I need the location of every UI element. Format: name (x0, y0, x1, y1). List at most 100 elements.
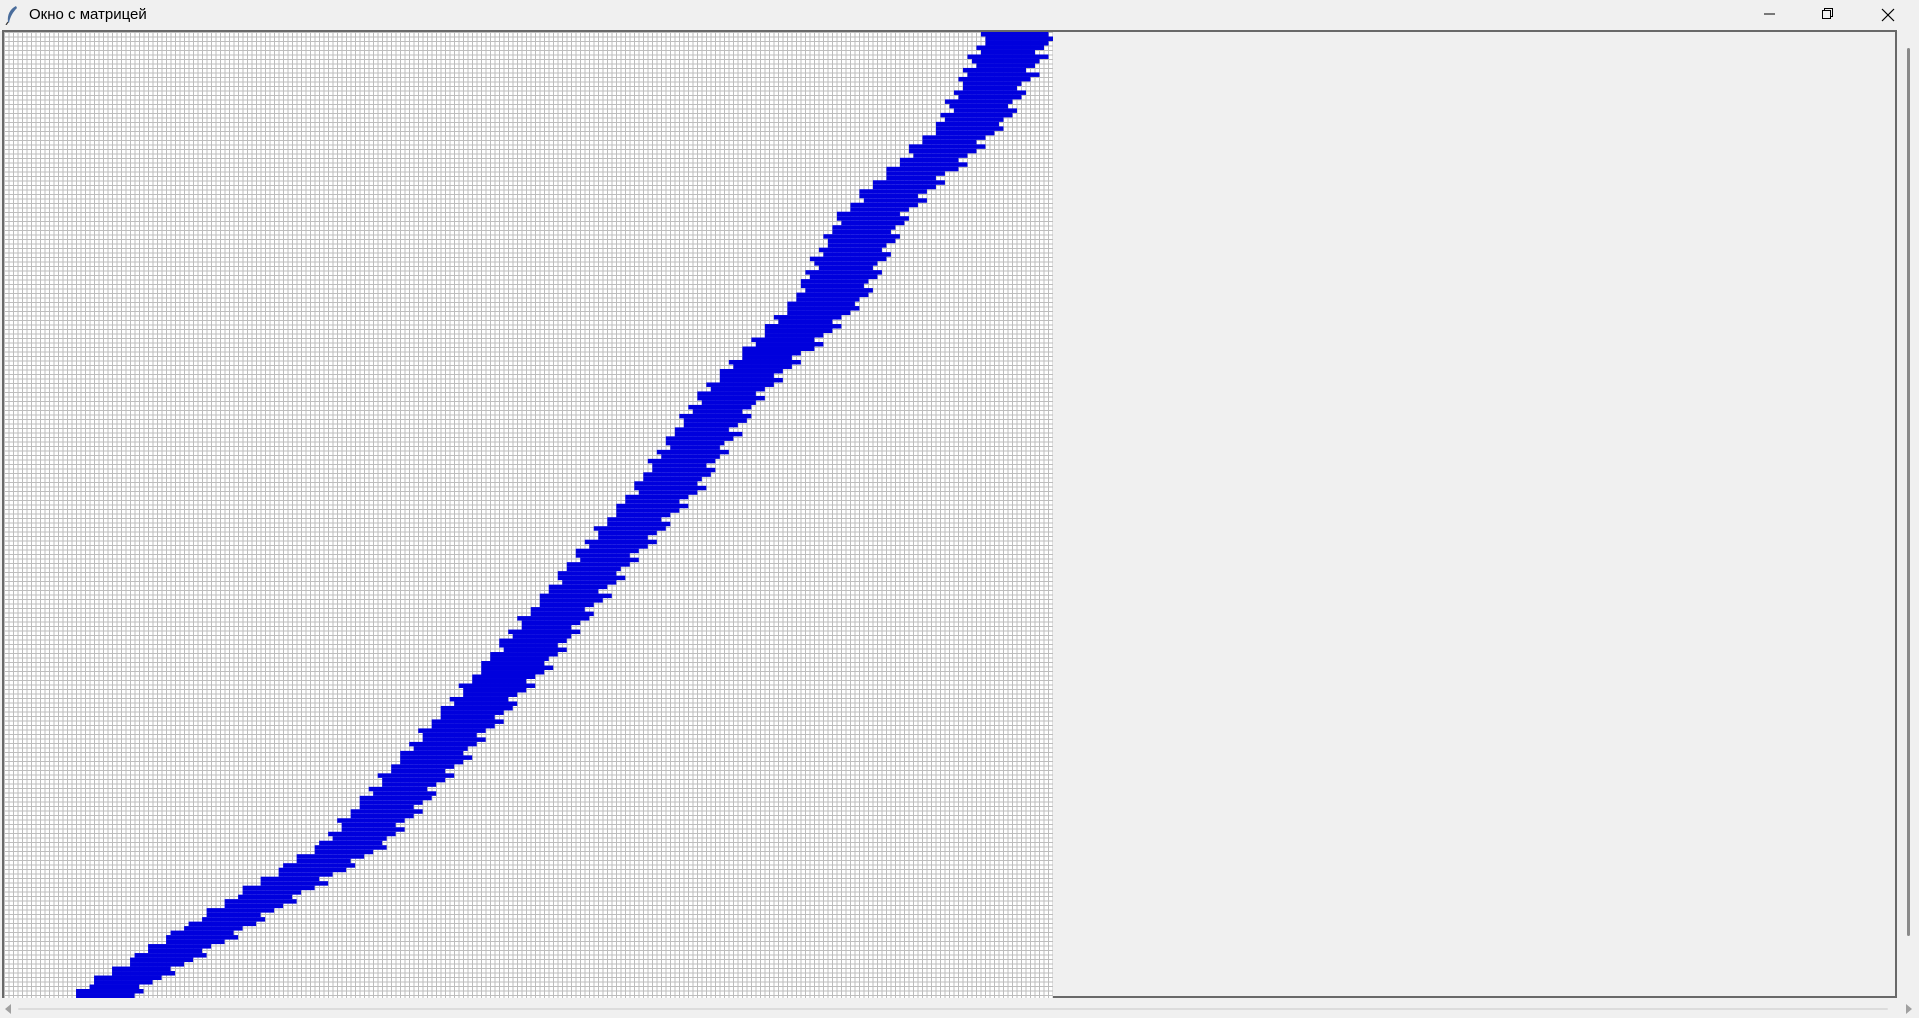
filled-row-98 (643, 472, 711, 477)
filled-row-5 (967, 54, 1049, 59)
filled-row-115 (575, 548, 639, 554)
filled-row-76 (719, 373, 774, 378)
matrix-canvas[interactable] (4, 32, 1053, 998)
filled-row-182 (314, 849, 374, 855)
filled-row-66 (764, 328, 833, 334)
filled-row-101 (634, 485, 707, 491)
filled-row-80 (697, 391, 756, 396)
filled-row-120 (557, 571, 617, 576)
filled-row-6 (971, 58, 1040, 64)
filled-row-27 (913, 153, 968, 158)
scroll-right-arrow-icon[interactable] (1906, 1004, 1912, 1014)
filled-row-40 (836, 211, 900, 217)
filled-row-207 (130, 962, 185, 967)
filled-row-134 (512, 634, 572, 639)
filled-row-140 (481, 661, 545, 666)
filled-row-192 (238, 894, 293, 900)
filled-row-181 (314, 845, 387, 850)
filled-row-150 (440, 705, 513, 711)
filled-row-201 (166, 935, 239, 940)
filled-row-202 (166, 939, 225, 945)
filled-row-110 (593, 526, 666, 531)
filled-row-176 (341, 822, 396, 828)
filled-row-23 (922, 135, 986, 140)
filled-row-172 (359, 804, 414, 810)
filled-row-141 (481, 665, 554, 671)
filled-row-93 (656, 449, 729, 455)
filled-row-167 (382, 782, 437, 787)
filled-row-127 (539, 602, 594, 608)
filled-row-195 (206, 908, 275, 913)
filled-row-128 (530, 607, 585, 612)
filled-row-30 (886, 166, 959, 172)
filled-row-37 (863, 198, 927, 203)
filled-row-24 (922, 139, 977, 145)
filled-row-187 (278, 872, 333, 877)
filled-row-29 (899, 162, 968, 167)
minimize-button[interactable] (1741, 0, 1799, 30)
restore-button[interactable] (1799, 0, 1857, 30)
filled-row-1 (985, 36, 1053, 41)
filled-row-61 (787, 306, 860, 311)
filled-row-168 (368, 786, 428, 792)
filled-row-126 (539, 598, 603, 603)
filled-row-173 (350, 809, 423, 814)
vertical-scrollbar[interactable] (1898, 30, 1919, 1000)
filled-row-33 (872, 180, 945, 185)
filled-row-160 (400, 750, 464, 756)
filled-row-184 (296, 858, 351, 864)
restore-icon (1822, 8, 1833, 19)
filled-row-99 (643, 476, 702, 482)
filled-row-205 (134, 953, 207, 958)
filled-row-109 (607, 521, 671, 527)
filled-row-123 (548, 584, 608, 590)
filled-row-113 (584, 539, 657, 545)
filled-row-206 (130, 957, 194, 963)
filled-row-135 (499, 638, 567, 644)
filled-row-32 (886, 175, 936, 181)
filled-row-136 (499, 643, 558, 648)
filled-row-62 (787, 310, 851, 316)
filled-row-13 (953, 90, 1026, 95)
filled-row-138 (490, 652, 558, 657)
filled-row-139 (490, 656, 549, 662)
filled-row-95 (647, 458, 716, 464)
filled-row-71 (742, 351, 801, 356)
filled-row-48 (818, 247, 882, 253)
horizontal-scrollbar[interactable] (0, 1000, 1919, 1018)
filled-row-208 (112, 966, 171, 972)
filled-row-152 (440, 714, 495, 720)
filled-row-180 (319, 840, 383, 846)
filled-row-106 (616, 508, 680, 513)
filled-row-65 (764, 324, 842, 329)
filled-row-7 (976, 63, 1035, 68)
filled-row-104 (625, 499, 680, 504)
filled-row-3 (976, 45, 1044, 50)
filled-row-70 (742, 346, 815, 351)
filled-row-118 (566, 562, 630, 567)
horizontal-scroll-thumb[interactable] (18, 1008, 1888, 1010)
filled-row-50 (809, 256, 887, 262)
scroll-left-arrow-icon[interactable] (5, 1004, 11, 1014)
filled-row-22 (935, 130, 995, 136)
filled-row-196 (206, 912, 261, 918)
vertical-scroll-thumb[interactable] (1907, 48, 1910, 936)
filled-row-190 (242, 885, 315, 891)
filled-row-122 (562, 580, 617, 585)
filled-row-212 (89, 984, 140, 990)
filled-row-116 (575, 553, 630, 558)
filled-row-97 (652, 467, 716, 473)
filled-row-42 (841, 220, 905, 226)
filled-row-185 (283, 863, 356, 868)
feather-icon (4, 5, 20, 26)
filled-row-92 (670, 445, 720, 450)
filled-row-86 (683, 418, 747, 423)
filled-row-175 (337, 818, 405, 823)
filled-row-142 (481, 670, 545, 675)
filled-row-171 (359, 800, 423, 805)
filled-row-72 (742, 355, 792, 360)
filled-row-19 (944, 117, 1004, 122)
close-button[interactable] (1858, 0, 1919, 30)
filled-row-20 (935, 121, 999, 127)
filled-row-145 (458, 683, 536, 688)
